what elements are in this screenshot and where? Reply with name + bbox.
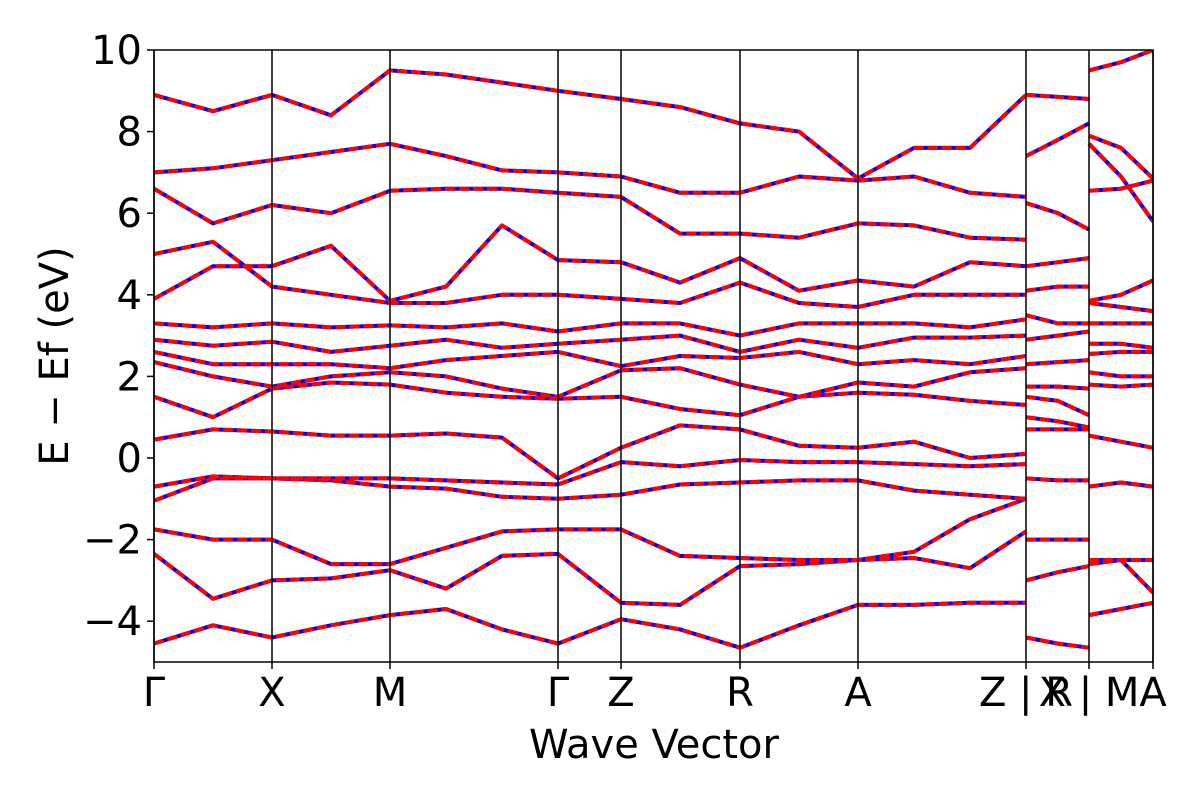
band-line — [154, 349, 1153, 399]
band-line — [154, 239, 1153, 309]
x-tick-label: A — [1139, 670, 1167, 716]
band-line — [154, 121, 1153, 199]
band-line — [154, 301, 1153, 338]
x-tick-label: Z | R — [979, 670, 1073, 716]
y-tick-label: −2 — [83, 518, 142, 564]
band-line — [154, 301, 1153, 338]
y-tick-label: 0 — [117, 436, 142, 482]
bands — [154, 50, 1153, 650]
band-line — [154, 370, 1153, 420]
band-line — [154, 178, 1153, 303]
band-line — [154, 142, 1153, 242]
band-line — [154, 600, 1153, 650]
x-tick-label: R — [726, 670, 754, 716]
plot-frame — [153, 49, 1154, 663]
band-line — [154, 427, 1153, 489]
y-tick-label: 4 — [117, 273, 142, 319]
band-line — [154, 50, 1153, 181]
y-tick-label: 8 — [117, 110, 142, 156]
band-line — [154, 370, 1153, 420]
band-line — [154, 427, 1153, 489]
x-axis-label: Wave Vector — [529, 722, 780, 768]
band-line — [154, 321, 1153, 354]
x-tick-label: Γ — [143, 670, 166, 716]
x-tick-label: X | M — [1039, 670, 1140, 716]
band-line — [154, 600, 1153, 650]
y-tick-label: 6 — [117, 191, 142, 237]
x-tick-label: M — [373, 670, 408, 716]
x-tick-label: Γ — [547, 670, 570, 716]
band-line — [154, 341, 1153, 371]
band-line — [154, 496, 1153, 567]
x-tick-label: A — [844, 670, 872, 716]
band-line — [154, 476, 1153, 503]
y-axis-label: E − Ef (eV) — [32, 246, 78, 465]
x-tick-label: Z — [607, 670, 634, 716]
y-tick-label: 10 — [91, 28, 142, 74]
band-line — [154, 382, 1153, 481]
band-line — [154, 142, 1153, 242]
y-tick-label: 2 — [117, 354, 142, 400]
y-tick-label: −4 — [83, 599, 142, 645]
x-tick-label: X — [258, 670, 285, 716]
